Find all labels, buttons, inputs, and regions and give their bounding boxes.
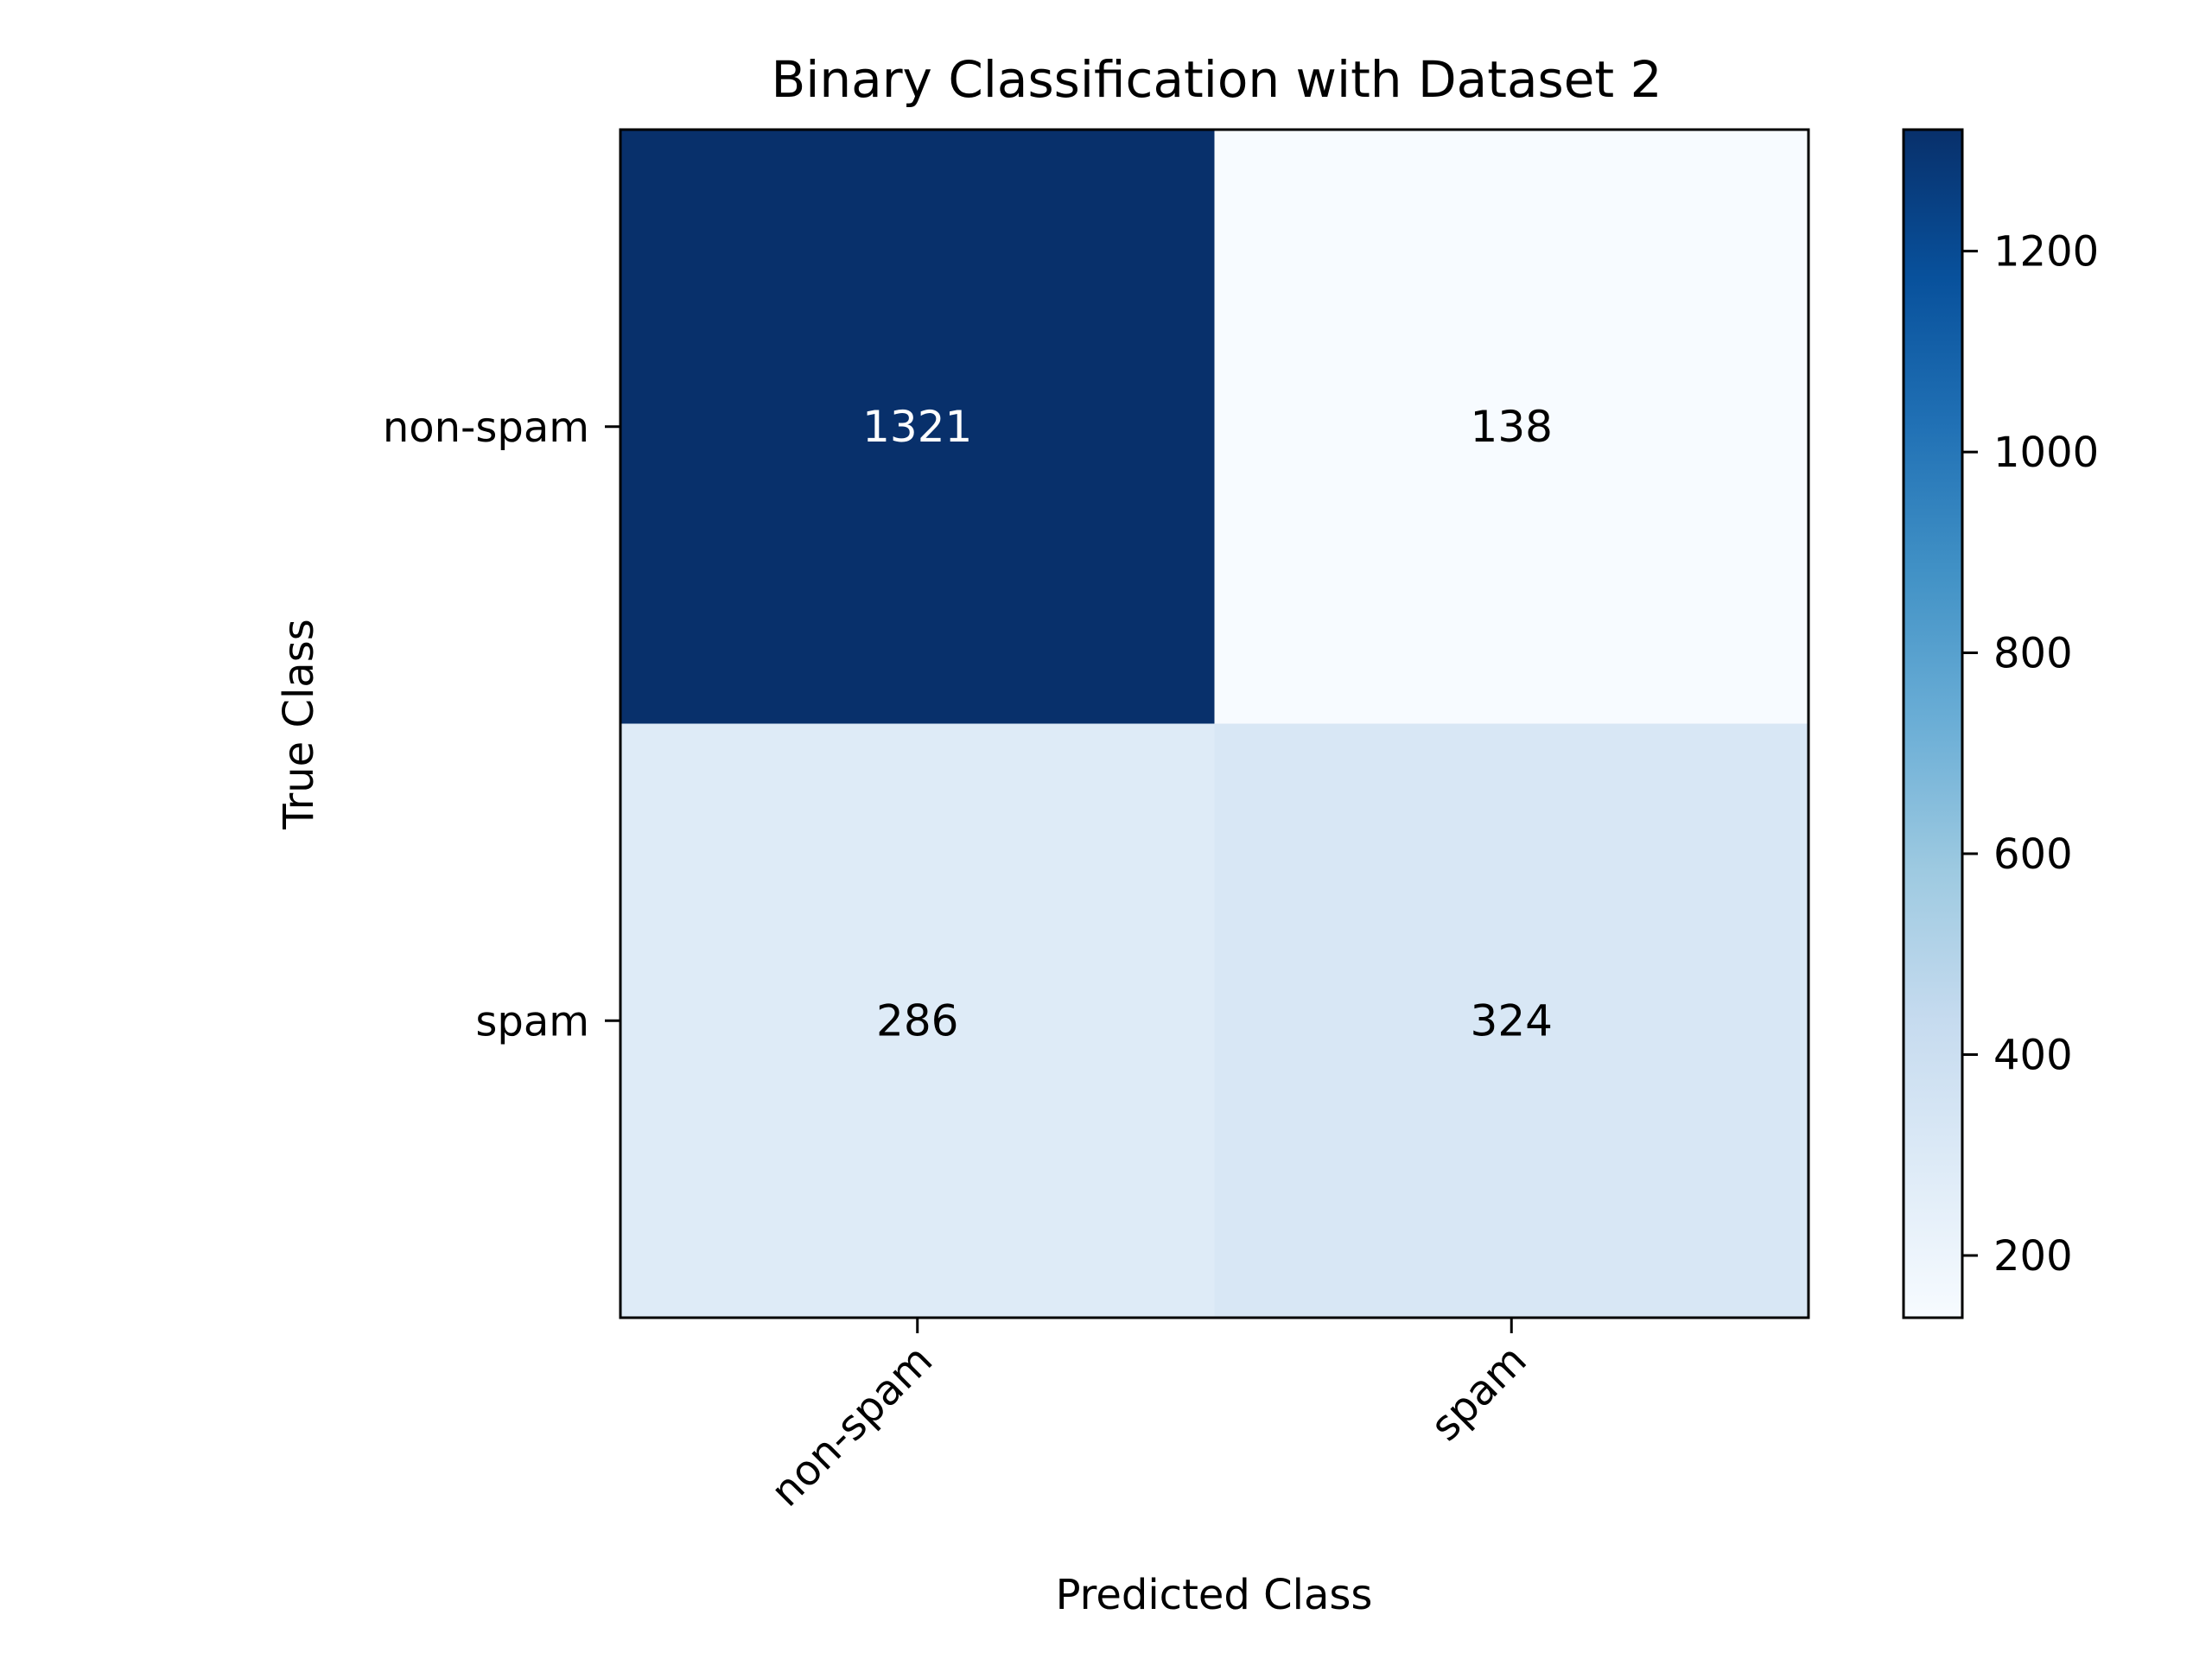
y-axis-ticks: non-spam spam xyxy=(383,404,620,1046)
colorbar-tick-label: 1200 xyxy=(1993,228,2099,276)
cell-spam-non-spam xyxy=(620,723,1215,1319)
colorbar-tick-label: 200 xyxy=(1993,1232,2073,1281)
cell-value-label: 138 xyxy=(1471,402,1553,452)
cell-value-labels: 1321 138 286 324 xyxy=(862,402,1553,1046)
colorbar-ticks: 200 400 600 800 1000 1200 xyxy=(1962,228,2099,1281)
x-tick-label: spam xyxy=(1421,1336,1536,1451)
colorbar-tick-label: 1000 xyxy=(1993,429,2099,477)
heatmap-cells xyxy=(620,130,1809,1319)
x-axis-ticks: non-spam spam xyxy=(762,1318,1536,1516)
cell-non-spam-spam xyxy=(1214,130,1809,724)
colorbar-tick-label: 600 xyxy=(1993,830,2073,879)
plot-frame xyxy=(619,128,1810,1319)
y-tick-label: non-spam xyxy=(383,404,589,452)
cell-value-label: 324 xyxy=(1471,995,1553,1046)
chart-title: Binary Classification with Dataset 2 xyxy=(772,50,1662,109)
cell-value-label: 286 xyxy=(876,995,958,1046)
cell-value-label: 1321 xyxy=(862,402,972,452)
colorbar-tick-label: 800 xyxy=(1993,630,2073,678)
x-tick-label: non-spam xyxy=(762,1336,943,1516)
colorbar-tick-label: 400 xyxy=(1993,1031,2073,1079)
colorbar xyxy=(1902,128,1964,1319)
cell-spam-spam xyxy=(1214,723,1809,1319)
y-tick-label: spam xyxy=(475,997,589,1046)
x-axis-label: Predicted Class xyxy=(1056,1571,1373,1619)
cell-non-spam-non-spam xyxy=(620,130,1215,724)
y-axis-label: True Class xyxy=(275,619,323,830)
